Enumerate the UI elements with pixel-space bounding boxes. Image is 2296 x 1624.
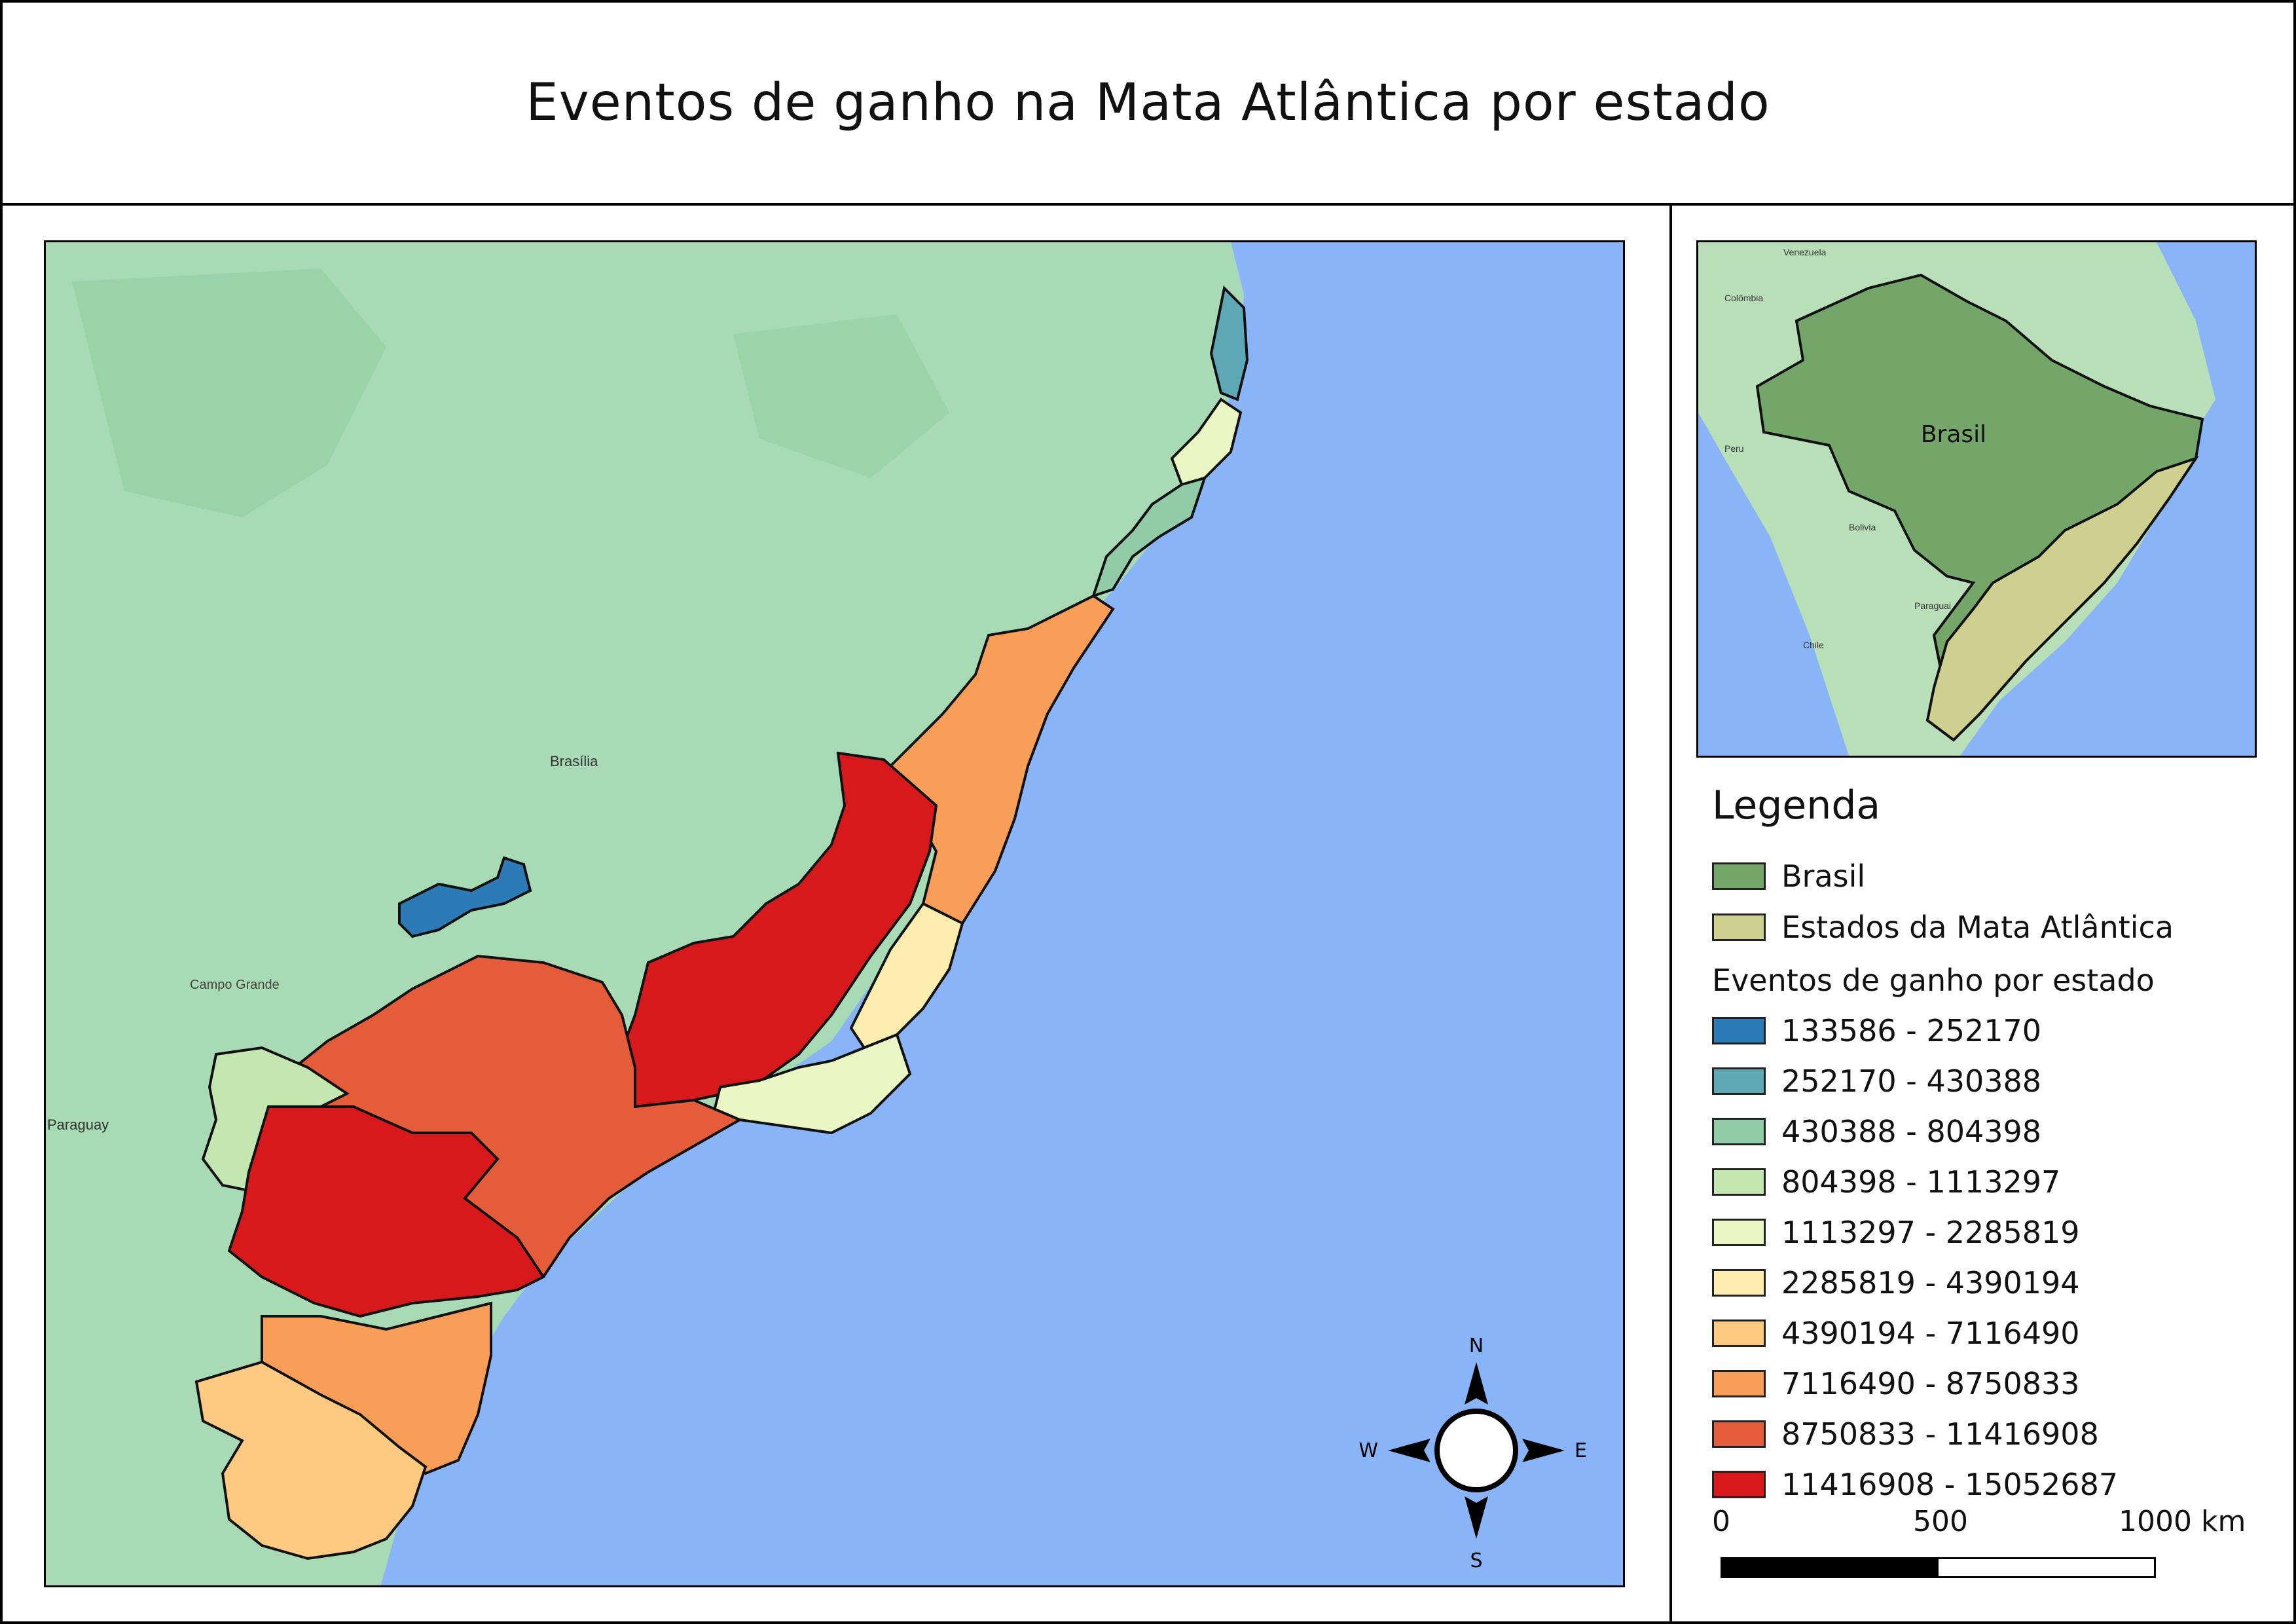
scale-bar-segment-black: [1722, 1559, 1939, 1576]
compass-rose: N S E W: [1358, 1335, 1587, 1572]
legend-swatch: [1712, 1320, 1766, 1347]
legend-swatch: [1712, 862, 1766, 890]
legend-swatch: [1712, 1471, 1766, 1498]
legend-class: 4390194 - 7116490: [1712, 1316, 2080, 1351]
legend-class: 1113297 - 2285819: [1712, 1215, 2080, 1250]
legend-item: Brasil: [1712, 858, 1866, 894]
legend-swatch: [1712, 913, 1766, 941]
legend-swatch: [1712, 1219, 1766, 1246]
legend-swatch: [1712, 1269, 1766, 1297]
legend-class-label: 804398 - 1113297: [1781, 1164, 2061, 1200]
inset-label: Peru: [1724, 443, 1744, 454]
legend-swatch: [1712, 1370, 1766, 1397]
legend-class: 8750833 - 11416908: [1712, 1416, 2099, 1452]
inset-map[interactable]: Brasil Venezuela Colômbia Peru Bolivia P…: [1696, 240, 2257, 758]
legend-class-label: 8750833 - 11416908: [1781, 1416, 2099, 1452]
compass-arrow-west: [1388, 1439, 1430, 1462]
legend-class: 7116490 - 8750833: [1712, 1366, 2080, 1401]
legend-class: 804398 - 1113297: [1712, 1164, 2061, 1200]
legend-item: Estados da Mata Atlântica: [1712, 910, 2174, 945]
inset-label: Chile: [1803, 640, 1824, 650]
main-map[interactable]: Brasília Paraguay Campo Grande N S E W: [44, 240, 1625, 1587]
legend-class-label: 133586 - 252170: [1781, 1013, 2042, 1048]
map-label: Brasília: [550, 753, 598, 769]
legend-class-label: 2285819 - 4390194: [1781, 1265, 2080, 1301]
inset-label: Venezuela: [1783, 247, 1827, 257]
legend-class-label: 11416908 - 15052687: [1781, 1467, 2119, 1502]
state-polygon: [227, 1105, 545, 1318]
scale-bar-segment-white: [1938, 1559, 2154, 1576]
legend-swatch: [1712, 1118, 1766, 1145]
inset-label: Paraguai: [1914, 600, 1951, 611]
forest-patch: [733, 314, 949, 478]
state-polygon: [1091, 476, 1207, 599]
compass-arrow-north: [1465, 1362, 1488, 1405]
legend-class: 2285819 - 4390194: [1712, 1265, 2080, 1301]
legend-swatch: [1712, 1168, 1766, 1196]
legend-class-label: 430388 - 804398: [1781, 1114, 2042, 1149]
legend-title: Legenda: [1712, 783, 1881, 828]
compass-arrow-south: [1465, 1496, 1488, 1539]
scale-label-0: 0: [1712, 1505, 1730, 1538]
legend-class: 252170 - 430388: [1712, 1063, 2042, 1099]
country-label: Brasil: [1921, 421, 1986, 448]
title-panel: Eventos de ganho na Mata Atlântica por e…: [0, 0, 2296, 206]
state-polygon: [398, 856, 532, 938]
scale-label-500: 500: [1913, 1505, 1968, 1538]
scale-bar: [1721, 1557, 2156, 1578]
legend-swatch: [1712, 1067, 1766, 1095]
legend-class: 133586 - 252170: [1712, 1013, 2042, 1048]
compass-arrow-east: [1522, 1439, 1565, 1462]
state-polygon: [194, 1360, 428, 1560]
compass-label-e: E: [1575, 1439, 1587, 1462]
legend-item-label: Brasil: [1781, 858, 1866, 894]
compass-label-n: N: [1469, 1335, 1484, 1357]
legend-class: 11416908 - 15052687: [1712, 1467, 2118, 1502]
compass-ring: [1434, 1409, 1518, 1492]
legend-swatch: [1712, 1017, 1766, 1044]
states-polygon: [1925, 456, 2199, 742]
legend-class-label: 1113297 - 2285819: [1781, 1215, 2080, 1250]
inset-label: Colômbia: [1724, 293, 1763, 303]
legend-class: 430388 - 804398: [1712, 1114, 2042, 1149]
compass-label-w: W: [1358, 1439, 1378, 1462]
legend-swatch: [1712, 1420, 1766, 1448]
map-label: Paraguay: [47, 1116, 109, 1133]
scale-label-1000: 1000 km: [2119, 1505, 2246, 1538]
inset-label: Bolivia: [1849, 522, 1876, 532]
legend-class-label: 7116490 - 8750833: [1781, 1366, 2080, 1401]
legend-subtitle: Eventos de ganho por estado: [1712, 963, 2155, 998]
forest-patch: [72, 268, 386, 517]
map-title: Eventos de ganho na Mata Atlântica por e…: [526, 73, 1770, 132]
legend-item-label: Estados da Mata Atlântica: [1781, 910, 2174, 945]
map-label: Campo Grande: [190, 978, 280, 992]
state-polygon: [1209, 285, 1249, 401]
compass-label-s: S: [1470, 1549, 1482, 1572]
legend-class-label: 252170 - 430388: [1781, 1063, 2042, 1099]
legend-class-label: 4390194 - 7116490: [1781, 1316, 2080, 1351]
